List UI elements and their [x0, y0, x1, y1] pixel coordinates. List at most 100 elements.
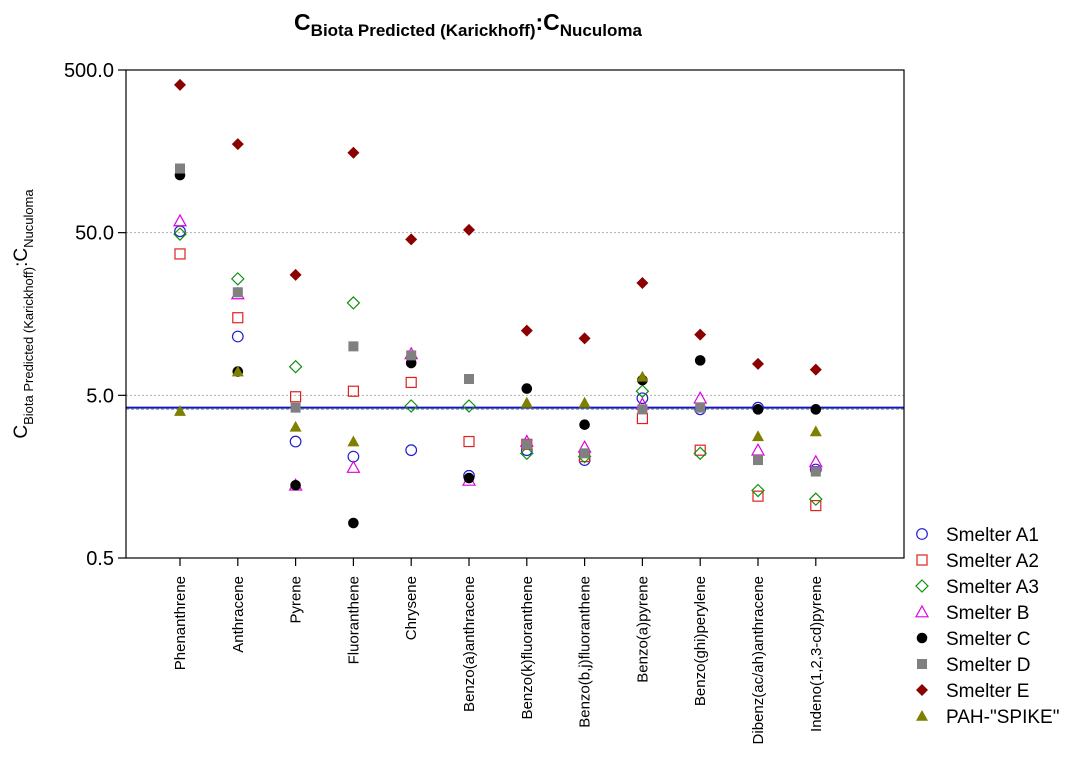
data-point	[463, 435, 475, 448]
x-tick-label: Pyrene	[288, 576, 305, 624]
x-tick-label: Fluoranthene	[345, 576, 362, 664]
data-point	[405, 376, 417, 389]
data-point	[347, 146, 360, 159]
data-point	[232, 287, 243, 298]
data-point	[175, 163, 185, 174]
data-point	[463, 223, 475, 236]
data-point	[406, 350, 417, 361]
data-point	[579, 448, 590, 459]
data-point	[694, 328, 707, 341]
legend-item: Smelter D	[917, 655, 1030, 676]
gridlines	[126, 232, 904, 396]
data-point	[809, 425, 822, 437]
x-tick-label: Anthracene	[230, 576, 247, 653]
data-point	[695, 402, 706, 413]
data-point	[521, 383, 533, 394]
plot-area	[125, 69, 905, 559]
data-point	[464, 374, 474, 385]
data-point	[579, 419, 590, 430]
data-point	[289, 268, 302, 281]
reference-line	[126, 406, 904, 410]
data-point	[405, 444, 418, 457]
legend-marker	[916, 528, 928, 540]
data-point	[348, 341, 359, 352]
chart-title-text: CBiota Predicted (Karickhoff):CNuculoma	[294, 9, 642, 40]
data-point	[463, 472, 475, 484]
y-axis-label-text: CBiota Predicted (Karickhoff):CNuculoma	[11, 189, 36, 439]
data-point	[693, 390, 708, 404]
legend-item: Smelter C	[916, 629, 1030, 650]
series-1	[174, 248, 822, 512]
data-point	[462, 399, 476, 413]
data-point	[637, 404, 648, 415]
y-tick-label: 500.0	[64, 60, 114, 82]
legend-label: Smelter B	[946, 603, 1029, 624]
data-point	[752, 357, 764, 370]
data-point	[808, 454, 823, 468]
data-points	[172, 78, 823, 529]
data-point	[174, 78, 186, 91]
x-tick-label: Chrysene	[403, 576, 420, 640]
legend-item: Smelter A3	[915, 577, 1039, 598]
legend-label: Smelter A3	[946, 577, 1039, 598]
data-point	[289, 435, 302, 448]
legend-marker	[914, 604, 930, 618]
legend-marker	[916, 710, 928, 721]
data-point	[809, 363, 822, 376]
legend-item: Smelter E	[916, 681, 1029, 702]
data-point	[752, 430, 764, 442]
data-point	[636, 370, 649, 382]
x-tick-label: Indeno(1,2,3-cd)pyrene	[808, 576, 825, 732]
data-point	[290, 391, 302, 403]
data-point	[173, 227, 187, 241]
data-point	[636, 277, 649, 290]
data-point	[172, 213, 188, 227]
data-point	[405, 233, 418, 246]
data-point	[232, 312, 244, 324]
data-point	[808, 492, 823, 507]
data-point	[288, 359, 303, 374]
x-tick-label: Benzo(a)anthracene	[461, 576, 478, 712]
data-point	[636, 412, 649, 425]
data-point	[520, 396, 533, 408]
x-tick-label: Benzo(b,j)fluoranthene	[577, 576, 594, 728]
data-point	[694, 355, 706, 366]
data-point	[231, 138, 244, 151]
legend: Smelter A1 Smelter A2 Smelter A3 Smelter B S…	[914, 525, 1059, 728]
legend-marker	[916, 554, 928, 566]
series-5	[175, 163, 821, 477]
data-point	[810, 404, 822, 415]
data-point	[404, 399, 419, 413]
series-7	[174, 365, 822, 447]
series-3	[172, 213, 823, 491]
series-0	[174, 225, 822, 482]
data-point	[174, 248, 186, 260]
x-tick-label: Benzo(k)fluoranthene	[519, 576, 536, 719]
data-point	[290, 402, 301, 413]
chart-title: CBiota Predicted (Karickhoff):CNuculoma	[294, 9, 642, 40]
data-point	[752, 490, 764, 502]
data-point	[347, 385, 359, 397]
y-axis-label: CBiota Predicted (Karickhoff):CNuculoma	[11, 189, 36, 439]
data-point	[231, 330, 244, 343]
data-point	[346, 296, 361, 310]
x-tick-label: Dibenz(ac/ah)anthracene	[750, 576, 767, 744]
series-6	[174, 78, 822, 376]
y-tick-label: 5.0	[86, 385, 114, 407]
x-tick-label: Benzo(a)pyrene	[634, 576, 651, 683]
data-point	[230, 272, 245, 286]
x-axis-ticks: Phenanthrene Anthracene Pyrene Fluoranthene…	[172, 558, 825, 744]
legend-item: Smelter A2	[916, 551, 1039, 572]
data-point	[521, 439, 532, 450]
data-point	[578, 396, 591, 408]
y-tick-label: 0.5	[86, 548, 114, 570]
legend-label: Smelter D	[946, 655, 1030, 676]
legend-marker	[917, 659, 927, 669]
data-point	[289, 420, 302, 432]
legend-label: Smelter C	[946, 629, 1030, 650]
data-point	[520, 324, 533, 337]
data-point	[693, 446, 708, 461]
data-point	[751, 483, 765, 498]
data-point	[346, 460, 361, 473]
